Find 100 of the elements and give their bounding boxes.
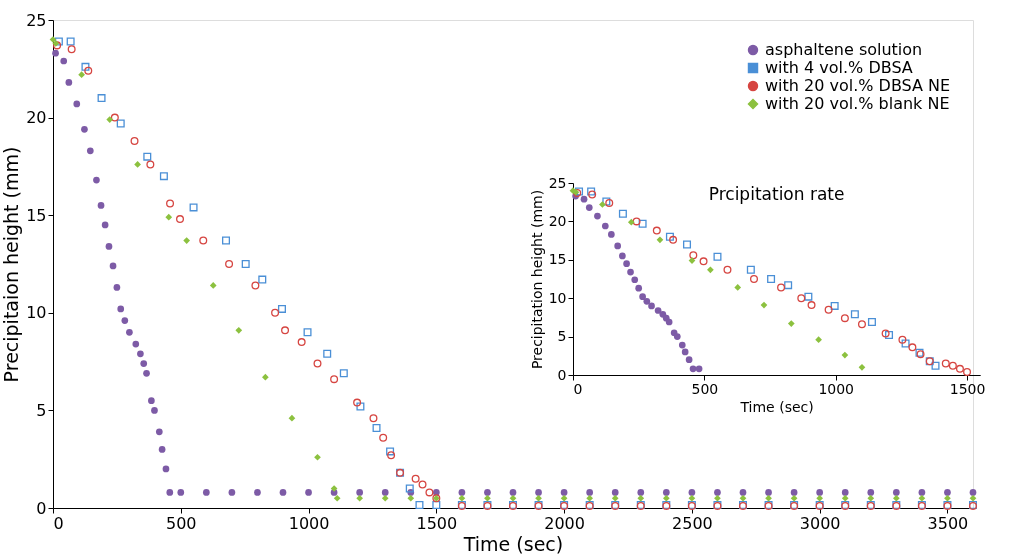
point (807, 301, 816, 310)
x-tick-label: 3000 (799, 513, 841, 533)
point (841, 351, 849, 359)
point (137, 350, 144, 358)
y-tick-label: 0 (557, 366, 567, 383)
point (941, 359, 950, 368)
point (189, 203, 198, 212)
point (688, 489, 696, 496)
point (148, 397, 155, 404)
point (787, 320, 795, 327)
point (632, 217, 641, 226)
point (113, 284, 121, 291)
point (314, 453, 321, 461)
point (303, 328, 312, 337)
legend-label: with 20 vol.% DBSA NE (765, 76, 951, 95)
point (867, 489, 875, 496)
point (560, 494, 568, 502)
point (381, 494, 389, 502)
point (105, 243, 113, 250)
point (767, 275, 776, 283)
point (608, 231, 615, 238)
x-axis-title: Time (sec) (739, 398, 814, 415)
point (458, 489, 466, 496)
point (586, 489, 594, 496)
point (279, 489, 287, 496)
point (637, 489, 645, 496)
point (166, 489, 174, 496)
point (918, 489, 926, 496)
point (601, 222, 609, 230)
point (797, 294, 806, 303)
point (313, 359, 322, 368)
point (784, 281, 793, 290)
point (81, 125, 88, 133)
point (235, 327, 243, 334)
point (372, 423, 381, 432)
point (458, 494, 466, 502)
point (281, 326, 290, 335)
point (739, 489, 747, 496)
point (258, 275, 267, 284)
point (369, 414, 378, 423)
point (746, 265, 755, 274)
point (623, 260, 630, 267)
point (288, 414, 296, 422)
point (656, 236, 664, 244)
point (652, 226, 661, 235)
point (918, 494, 926, 502)
point (60, 57, 68, 65)
point (158, 446, 166, 453)
point (66, 37, 75, 46)
point (277, 304, 286, 313)
point (618, 209, 627, 218)
point (611, 494, 619, 502)
point (560, 489, 568, 496)
point (356, 402, 365, 411)
x-tick-label: 1000 (288, 513, 330, 533)
x-tick-label: 2000 (544, 513, 585, 533)
y-tick-label: 10 (548, 289, 567, 306)
point (673, 333, 681, 340)
point (723, 265, 732, 274)
x-tick-label: 3500 (927, 513, 969, 533)
point (840, 314, 849, 323)
point (333, 494, 341, 502)
point (418, 480, 427, 489)
point (165, 213, 173, 221)
point (790, 494, 798, 502)
x-tick-label: 1000 (818, 380, 855, 397)
point (599, 201, 606, 208)
point (225, 260, 234, 268)
point (963, 367, 972, 376)
point (177, 489, 185, 496)
point (73, 100, 81, 108)
point (901, 339, 910, 348)
point (804, 292, 813, 301)
point (356, 489, 364, 496)
point (271, 308, 280, 317)
point (841, 494, 849, 502)
point (97, 94, 106, 103)
point (689, 365, 697, 373)
point (166, 199, 175, 208)
point (585, 204, 593, 211)
point (155, 428, 163, 436)
point (944, 489, 951, 496)
point (654, 307, 662, 314)
point (637, 494, 645, 502)
point (695, 365, 703, 373)
y-tick-label: 20 (548, 212, 567, 229)
point (898, 335, 907, 344)
point (151, 407, 158, 414)
point (614, 242, 622, 250)
point (101, 221, 109, 229)
point (892, 489, 900, 496)
point (669, 235, 678, 244)
point (639, 293, 646, 301)
point (713, 252, 722, 261)
point (858, 363, 866, 371)
point (93, 176, 100, 184)
point (509, 494, 517, 502)
y-tick-label: 10 (26, 303, 47, 323)
y-tick-label: 25 (26, 10, 47, 30)
point (52, 49, 59, 57)
